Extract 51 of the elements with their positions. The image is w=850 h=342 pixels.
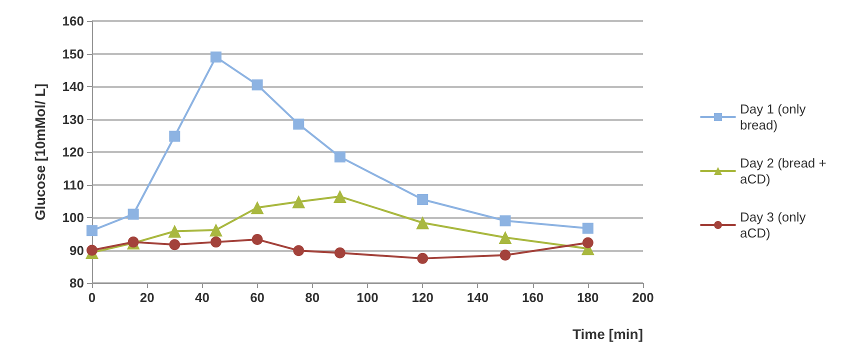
point [169,239,180,250]
point [333,190,346,204]
point [498,230,512,244]
x-tick-label: 20 [140,290,154,305]
y-tick-label: 80 [70,276,84,290]
point [334,247,346,258]
x-tick-label: 160 [522,290,544,305]
point [416,216,430,230]
point [582,237,594,248]
point [210,236,222,248]
point [417,194,428,205]
point [293,245,304,256]
y-tick-label: 150 [62,46,84,62]
point [210,52,222,63]
x-tick-label: 80 [305,290,320,305]
x-tick-label: 0 [88,290,96,305]
legend-label: Day 1 (only bread) [740,102,810,132]
y-tick-label: 90 [70,242,84,258]
point [86,225,98,236]
x-tick-label: 200 [632,290,654,305]
point [250,201,264,214]
point [293,118,304,130]
point [128,208,139,220]
point [334,151,346,162]
point [169,130,180,142]
point [252,79,263,90]
point [500,250,511,261]
y-axis-title: Glucose [10mMol/ L] [32,84,48,220]
y-tick-label: 160 [62,14,84,28]
y-tick-label: 100 [62,210,84,225]
y-tick-label: 120 [62,144,84,160]
x-tick-label: 60 [250,290,265,305]
point [86,244,98,256]
y-tick-label: 130 [62,112,84,127]
x-axis-title: Time [min] [572,326,643,342]
x-tick-label: 100 [356,290,378,305]
point [209,223,222,236]
x-tick-label: 180 [577,290,599,305]
x-tick-label: 120 [412,290,434,305]
legend-label: Day 2 (bread + aCD) [740,156,830,186]
point [582,222,594,234]
legend-label: Day 3 (only aCD) [740,210,810,240]
point [500,215,511,226]
x-tick-label: 140 [466,290,489,305]
x-tick-label: 40 [194,290,210,305]
y-tick-label: 110 [63,177,84,192]
point [417,252,428,264]
point [168,224,182,238]
point [292,195,306,208]
y-tick-label: 140 [62,79,84,94]
point [252,234,263,245]
